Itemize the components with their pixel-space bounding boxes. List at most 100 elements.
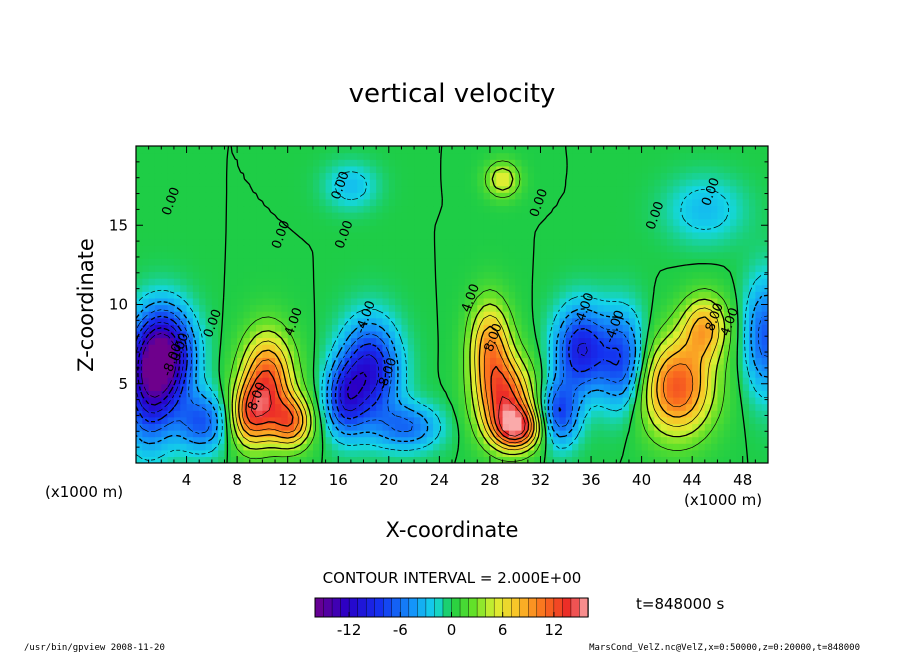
field-cell <box>325 456 333 463</box>
field-cell <box>654 225 662 233</box>
field-cell <box>306 179 314 187</box>
field-cell <box>173 436 181 444</box>
field-cell <box>673 350 681 358</box>
field-cell <box>534 165 542 174</box>
field-cell <box>395 363 403 372</box>
field-cell <box>161 436 169 444</box>
field-cell <box>666 251 674 259</box>
field-cell <box>660 271 668 279</box>
field-cell <box>584 383 592 391</box>
field-cell <box>597 238 605 246</box>
field-cell <box>470 344 478 352</box>
field-cell <box>546 218 554 226</box>
field-cell <box>616 284 624 292</box>
field-cell <box>338 291 346 299</box>
field-cell <box>350 416 358 424</box>
field-cell <box>736 297 744 306</box>
field-cell <box>243 390 251 398</box>
field-cell <box>736 271 744 279</box>
field-cell <box>357 284 365 292</box>
field-cell <box>211 344 219 352</box>
field-cell <box>578 377 586 385</box>
field-cell <box>287 205 295 213</box>
field-cell <box>572 443 579 451</box>
field-cell <box>749 324 756 332</box>
field-cell <box>610 324 617 332</box>
field-cell <box>496 192 504 200</box>
field-cell <box>761 403 768 411</box>
field-cell <box>243 218 251 226</box>
field-cell <box>578 225 586 233</box>
field-cell <box>698 165 706 174</box>
field-cell <box>167 363 175 372</box>
field-cell <box>306 284 314 292</box>
x-tick-label: 12 <box>278 471 297 489</box>
field-cell <box>565 245 573 253</box>
field-cell <box>742 344 750 352</box>
field-cell <box>660 238 668 246</box>
field-cell <box>546 383 554 391</box>
field-cell <box>414 330 421 339</box>
field-cell <box>496 146 504 154</box>
field-cell <box>294 165 301 174</box>
field-cell <box>414 172 421 180</box>
field-cell <box>268 337 276 345</box>
field-cell <box>736 165 744 174</box>
field-cell <box>698 350 706 358</box>
field-cell <box>148 231 156 240</box>
field-cell <box>572 251 579 259</box>
field-cell <box>711 198 719 207</box>
field-cell <box>521 436 529 444</box>
field-cell <box>357 231 365 240</box>
field-cell <box>211 363 219 372</box>
field-cell <box>635 245 643 253</box>
field-cell <box>470 152 478 160</box>
field-cell <box>565 317 573 325</box>
field-cell <box>717 278 725 286</box>
field-cell <box>553 231 561 240</box>
field-cell <box>407 317 415 325</box>
field-cell <box>350 284 358 292</box>
field-cell <box>363 297 371 306</box>
field-cell <box>584 297 592 306</box>
field-cell <box>136 159 143 167</box>
field-cell <box>426 264 434 273</box>
field-cell <box>369 245 377 253</box>
field-cell <box>211 324 219 332</box>
field-cell <box>458 337 466 345</box>
field-cell <box>154 311 162 319</box>
field-cell <box>218 278 226 286</box>
field-cell <box>452 416 459 424</box>
field-cell <box>679 396 687 405</box>
field-cell <box>534 258 542 266</box>
field-cell <box>357 324 365 332</box>
field-cell <box>230 205 238 213</box>
field-cell <box>666 271 674 279</box>
field-cell <box>395 245 403 253</box>
field-cell <box>610 165 617 174</box>
field-cell <box>654 383 662 391</box>
field-cell <box>237 383 245 391</box>
field-cell <box>628 165 636 174</box>
field-cell <box>395 205 403 213</box>
field-cell <box>578 198 586 207</box>
field-cell <box>142 192 150 200</box>
field-cell <box>736 436 744 444</box>
field-cell <box>433 212 440 220</box>
field-cell <box>452 251 459 259</box>
field-cell <box>357 396 365 405</box>
field-cell <box>692 416 700 424</box>
field-cell <box>622 146 630 154</box>
field-cell <box>641 152 649 160</box>
field-cell <box>243 152 251 160</box>
field-cell <box>584 159 592 167</box>
field-cell <box>591 456 598 463</box>
field-cell <box>262 159 270 167</box>
field-cell <box>287 165 295 174</box>
field-cell <box>527 403 535 411</box>
field-cell <box>287 436 295 444</box>
field-cell <box>237 245 245 253</box>
contour-line <box>245 365 530 441</box>
field-cell <box>180 159 188 167</box>
field-cell <box>211 258 219 266</box>
